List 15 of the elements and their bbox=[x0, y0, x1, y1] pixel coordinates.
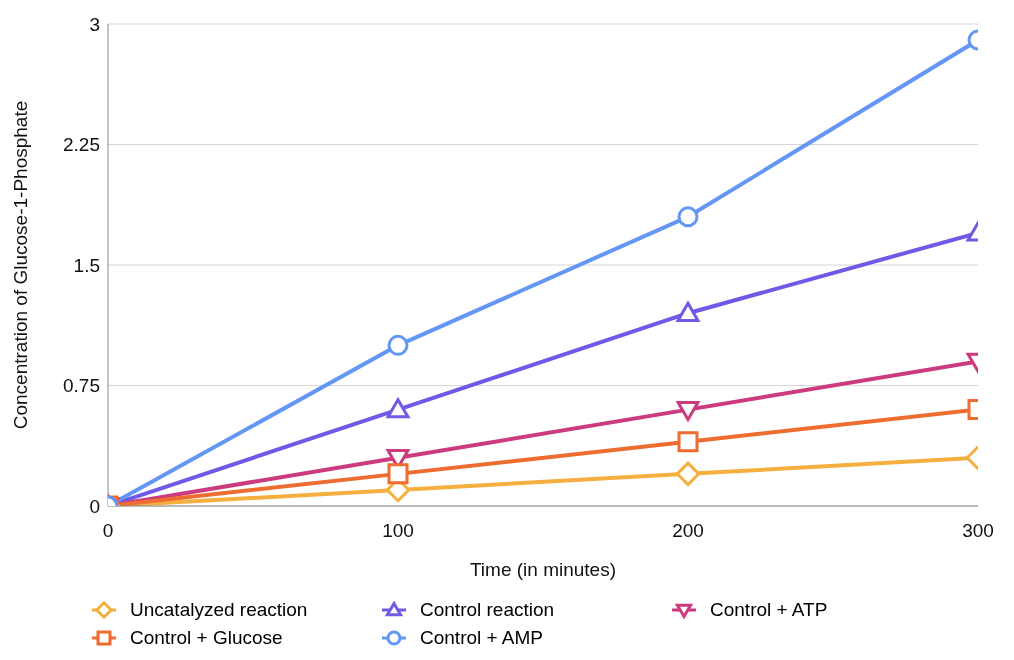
y-tick-label: 3 bbox=[89, 13, 100, 35]
y-tick-label: 0.75 bbox=[63, 375, 100, 397]
x-axis-title: Time (in minutes) bbox=[469, 559, 617, 580]
x-tick-label: 100 bbox=[382, 520, 414, 542]
legend-label: Uncatalyzed reaction bbox=[130, 599, 308, 621]
legend-label: Control + ATP bbox=[710, 599, 828, 621]
y-tick-label: 1.5 bbox=[73, 254, 100, 276]
legend-label: Control reaction bbox=[420, 599, 555, 621]
legend-label: Control + Glucose bbox=[130, 627, 283, 649]
legend-label: Control + AMP bbox=[420, 627, 544, 649]
x-tick-label: 300 bbox=[962, 520, 994, 542]
y-axis-title: Concentration of Glucose-1-Phosphate bbox=[9, 100, 31, 430]
x-tick-label: 200 bbox=[672, 520, 704, 542]
y-tick-label: 2.25 bbox=[63, 134, 100, 156]
y-tick-label: 0 bbox=[89, 495, 100, 517]
